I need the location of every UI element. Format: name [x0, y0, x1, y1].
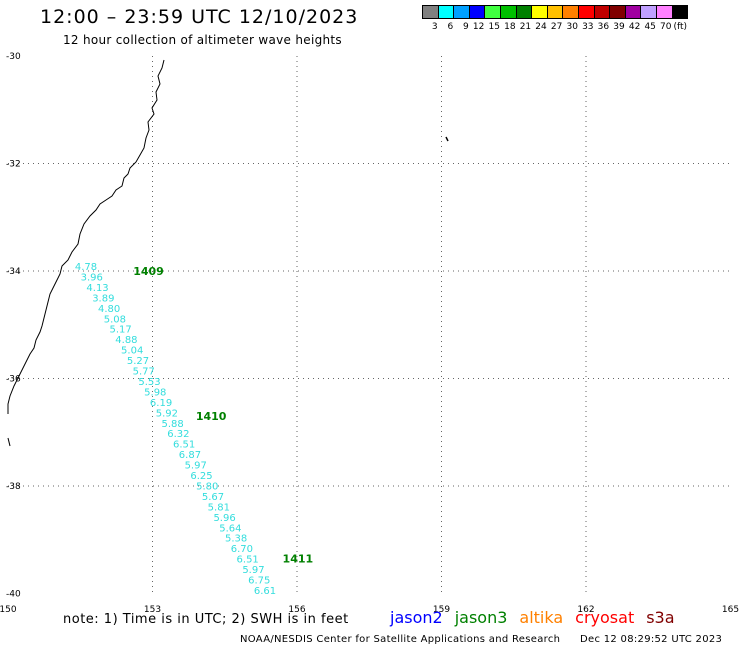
pass-time-label: 1409	[133, 265, 164, 278]
credit-line: NOAA/NESDIS Center for Satellite Applica…	[240, 634, 561, 645]
wave-height-value: 5.08	[104, 314, 126, 325]
wave-height-value: 6.19	[150, 398, 172, 409]
wave-height-value: 6.70	[231, 544, 253, 555]
coastline-fragment	[7, 437, 11, 447]
wave-height-value: 5.98	[144, 387, 166, 398]
longitude-label: 162	[577, 605, 594, 615]
wave-height-value: 5.04	[121, 346, 143, 357]
wave-height-value: 3.89	[92, 293, 114, 304]
wave-height-value: 5.80	[196, 481, 218, 492]
color-scale-label: 15	[488, 22, 500, 32]
color-scale-swatches	[422, 5, 689, 19]
footer-note: note: 1) Time is in UTC; 2) SWH is in fe…	[63, 612, 349, 627]
wave-height-value: 5.53	[138, 377, 160, 388]
wave-height-value: 5.97	[242, 565, 264, 576]
longitude-label: 159	[433, 605, 450, 615]
wave-height-value: 5.67	[202, 492, 224, 503]
color-scale-label: 70	[660, 22, 672, 32]
wave-height-value: 6.61	[254, 586, 276, 597]
island-speck	[445, 136, 449, 142]
color-scale-label: 27	[550, 22, 563, 32]
satellite-name: altika	[519, 608, 564, 627]
wave-height-value: 4.13	[86, 283, 108, 294]
latitude-label: -38	[6, 482, 21, 492]
latitude-label: -34	[6, 267, 21, 277]
map-title: 12:00 – 23:59 UTC 12/10/2023	[40, 6, 359, 28]
wave-height-value: 4.78	[75, 262, 97, 273]
graticule	[8, 56, 730, 594]
color-scale-label: 42	[628, 22, 641, 32]
wave-height-color-scale: 3 6 9 12 15 18 21 24 27 30 33 36 39 42 45 70 (ft)	[422, 5, 689, 32]
satellite-name: jason3	[454, 608, 508, 627]
satellite-name: jason2	[390, 608, 443, 627]
map-subtitle: 12 hour collection of altimeter wave hei…	[63, 33, 342, 47]
satellite-legend: jason2 jason3 altika cryosat s3a	[390, 608, 675, 627]
wave-height-value: 6.51	[173, 440, 195, 451]
pass-time-label: 1411	[283, 553, 314, 566]
wave-height-value: 6.25	[190, 471, 212, 482]
generation-timestamp: Dec 12 08:29:52 UTC 2023	[580, 634, 723, 645]
pass-time-label: 1410	[196, 410, 227, 423]
latitude-label: -32	[6, 160, 21, 170]
wave-height-value: 4.80	[98, 304, 120, 315]
color-scale-label: 12	[472, 22, 485, 32]
australia-coastline	[7, 59, 165, 414]
color-swatch	[671, 5, 689, 19]
satellite-name: s3a	[646, 608, 675, 627]
color-scale-label: 45	[644, 22, 656, 32]
wave-height-value: 5.81	[208, 502, 230, 513]
wave-height-value: 5.96	[213, 513, 235, 524]
wave-height-value: 6.51	[237, 555, 259, 566]
wave-height-value: 4.88	[115, 335, 137, 346]
color-scale-label: 30	[566, 22, 578, 32]
color-scale-label: 21	[519, 22, 532, 32]
wave-height-value: 5.64	[219, 523, 241, 534]
coastline	[7, 59, 449, 447]
wave-height-value: 5.27	[127, 356, 149, 367]
pass-labels: 1409 1410 1411	[133, 265, 313, 566]
wave-height-value: 6.87	[179, 450, 201, 461]
latitude-label: -36	[6, 375, 21, 385]
axis-tick-labels: 150 153 156 159 162 165 -30 -32 -34 -36 -38 -40	[0, 52, 739, 615]
color-scale-label: 33	[582, 22, 594, 32]
wave-height-value: 6.32	[167, 429, 189, 440]
wave-height-value: 5.77	[133, 367, 155, 378]
longitude-label: 156	[288, 605, 305, 615]
color-scale-labels: 3 6 9 12 15 18 21 24 27 30 33 36 39 42 45 70 (ft)	[422, 22, 687, 32]
wave-height-value: 5.17	[110, 325, 132, 336]
color-scale-label: 36	[597, 22, 610, 32]
latitude-label: -30	[6, 52, 21, 62]
color-scale-label: 18	[504, 22, 516, 32]
longitude-label: 153	[144, 605, 161, 615]
color-scale-label: 39	[613, 22, 625, 32]
color-scale-label: 6	[447, 22, 454, 32]
altimeter-track: 4.783.964.133.894.805.085.174.885.045.27…	[75, 262, 276, 597]
wave-height-value: 5.97	[185, 461, 207, 472]
wave-height-value: 3.96	[81, 272, 103, 283]
latitude-label: -40	[6, 590, 21, 600]
color-scale-unit: (ft)	[673, 22, 688, 32]
wave-height-value: 5.38	[225, 534, 247, 545]
longitude-label: 150	[0, 605, 17, 615]
color-scale-label: 9	[463, 22, 469, 32]
color-scale-label: 24	[535, 22, 547, 32]
wave-height-value: 5.92	[156, 408, 178, 419]
wave-height-value: 5.88	[161, 419, 183, 430]
color-scale-label: 3	[431, 22, 438, 32]
wave-height-value: 6.75	[248, 576, 270, 587]
longitude-label: 165	[722, 605, 739, 615]
satellite-name: cryosat	[575, 608, 635, 627]
